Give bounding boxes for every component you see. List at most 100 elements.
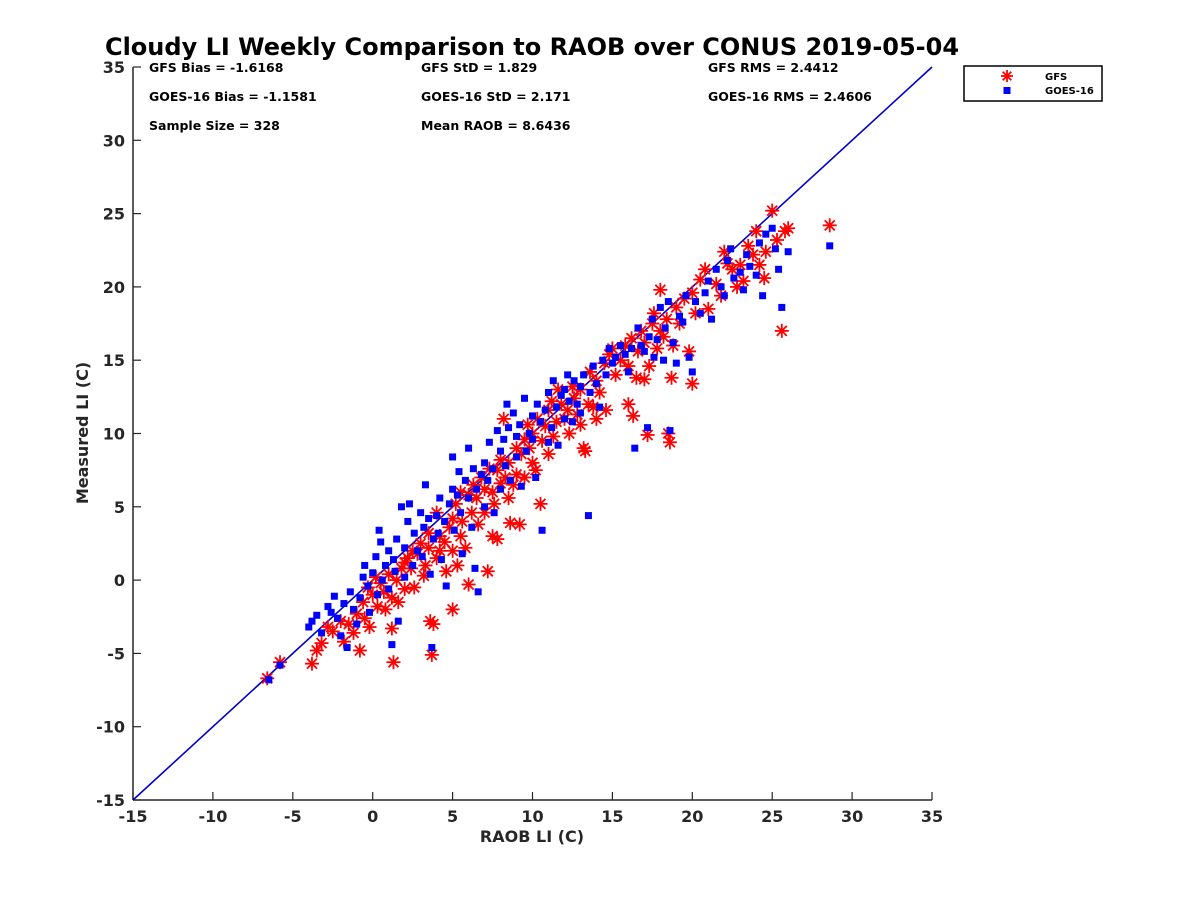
y-tick-label: 20 bbox=[103, 278, 125, 297]
goes16-point bbox=[468, 523, 476, 531]
goes16-point bbox=[421, 481, 429, 489]
goes16-point bbox=[730, 274, 738, 282]
goes16-point bbox=[373, 591, 381, 599]
goes16-point bbox=[501, 462, 509, 470]
gfs-point bbox=[445, 602, 460, 617]
goes16-point bbox=[717, 283, 725, 291]
goes16-point bbox=[762, 230, 770, 238]
gfs-point bbox=[822, 218, 837, 233]
goes16-point bbox=[596, 403, 604, 411]
goes16-point bbox=[417, 509, 425, 517]
goes16-point bbox=[672, 359, 680, 367]
gfs-rms-text: GFS RMS = 2.4412 bbox=[708, 60, 839, 75]
goes16-point bbox=[497, 485, 505, 493]
goes16-point bbox=[544, 438, 552, 446]
goes16-point bbox=[313, 611, 321, 619]
goes16-point bbox=[429, 535, 437, 543]
goes16-point bbox=[389, 556, 397, 564]
x-tick-label: -15 bbox=[119, 807, 148, 826]
goes16-point bbox=[696, 309, 704, 317]
series-gfs bbox=[260, 203, 837, 686]
gfs-point bbox=[621, 397, 636, 412]
legend-goes16-marker-icon bbox=[1003, 87, 1011, 94]
gfs-point bbox=[656, 329, 671, 344]
goes16-point bbox=[473, 485, 481, 493]
goes16-point bbox=[327, 608, 335, 616]
y-tick-label: 35 bbox=[103, 58, 125, 77]
goes16-point bbox=[679, 318, 687, 326]
gfs-point bbox=[437, 534, 452, 549]
gfs-point bbox=[439, 564, 454, 579]
goes16-point bbox=[669, 339, 677, 347]
goes16-point bbox=[624, 368, 632, 376]
goes16-point bbox=[469, 465, 477, 473]
x-tick-label: -10 bbox=[198, 807, 227, 826]
gfs-point bbox=[418, 558, 433, 573]
goes16-point bbox=[554, 441, 562, 449]
gfs-point bbox=[464, 505, 479, 520]
goes16-point bbox=[631, 444, 639, 452]
goes16-point bbox=[445, 500, 453, 508]
goes16-point bbox=[637, 342, 645, 350]
gfs-point bbox=[765, 203, 780, 218]
gfs-point bbox=[669, 300, 684, 315]
gfs-point bbox=[626, 408, 641, 423]
gfs-point bbox=[455, 514, 470, 529]
goes16-point bbox=[441, 517, 449, 525]
goes16-point bbox=[768, 224, 776, 232]
x-tick-label: 35 bbox=[921, 807, 943, 826]
gfs-point bbox=[314, 636, 329, 651]
goes16-point bbox=[433, 512, 441, 520]
goes16-point bbox=[616, 342, 624, 350]
gfs-point bbox=[378, 602, 393, 617]
gfs-point bbox=[426, 617, 441, 632]
goes16-point bbox=[586, 388, 594, 396]
goes16-point bbox=[660, 356, 668, 364]
x-axis-title: RAOB LI (C) bbox=[480, 827, 584, 846]
goes16-point bbox=[602, 371, 610, 379]
goes16-point bbox=[330, 592, 338, 600]
gfs-point bbox=[391, 595, 406, 610]
goes16-point bbox=[560, 386, 568, 394]
goes16-point bbox=[449, 485, 457, 493]
goes16-point bbox=[465, 444, 473, 452]
goes16-point bbox=[676, 312, 684, 320]
x-tick-label: -5 bbox=[284, 807, 302, 826]
goes16-point bbox=[682, 292, 690, 300]
goes16-point bbox=[648, 315, 656, 323]
mean-raob-text: Mean RAOB = 8.6436 bbox=[421, 118, 571, 133]
goes16-point bbox=[560, 415, 568, 423]
goes16-point bbox=[576, 383, 584, 391]
y-tick-label: -15 bbox=[96, 791, 125, 810]
goes16-point bbox=[413, 547, 421, 555]
goes16-point bbox=[723, 257, 731, 265]
goes16-point bbox=[565, 397, 573, 405]
gfs-point bbox=[469, 491, 484, 506]
goes16-point bbox=[453, 491, 461, 499]
plot-area: -15 -10 -5 0 5 10 15 20 25 30 35 -15 -10 -5 0 5 10 15 20 25… bbox=[96, 58, 943, 826]
goes16-point bbox=[497, 447, 505, 455]
goes16-point bbox=[589, 362, 597, 370]
goes16-rms-text: GOES-16 RMS = 2.4606 bbox=[708, 89, 872, 104]
goes16-point bbox=[434, 529, 442, 537]
goes16-point bbox=[529, 412, 536, 420]
goes16-point bbox=[621, 350, 629, 358]
legend-box bbox=[963, 65, 1103, 102]
goes16-point bbox=[359, 573, 367, 581]
gfs-point bbox=[533, 496, 548, 511]
goes16-point bbox=[516, 421, 524, 429]
gfs-point bbox=[589, 411, 604, 426]
goes16-point bbox=[489, 465, 497, 473]
goes16-point bbox=[485, 438, 493, 446]
goes16-point bbox=[324, 602, 332, 610]
goes16-point bbox=[666, 427, 674, 435]
gfs-point bbox=[309, 643, 324, 658]
goes16-point bbox=[391, 567, 399, 575]
goes16-point bbox=[369, 569, 377, 577]
legend-goes16-label: GOES-16 bbox=[1045, 86, 1094, 97]
gfs-point bbox=[541, 447, 556, 462]
sample-size-text: Sample Size = 328 bbox=[149, 118, 280, 133]
goes16-point bbox=[656, 303, 664, 311]
goes16-point bbox=[490, 509, 498, 517]
goes16-point bbox=[826, 242, 834, 250]
